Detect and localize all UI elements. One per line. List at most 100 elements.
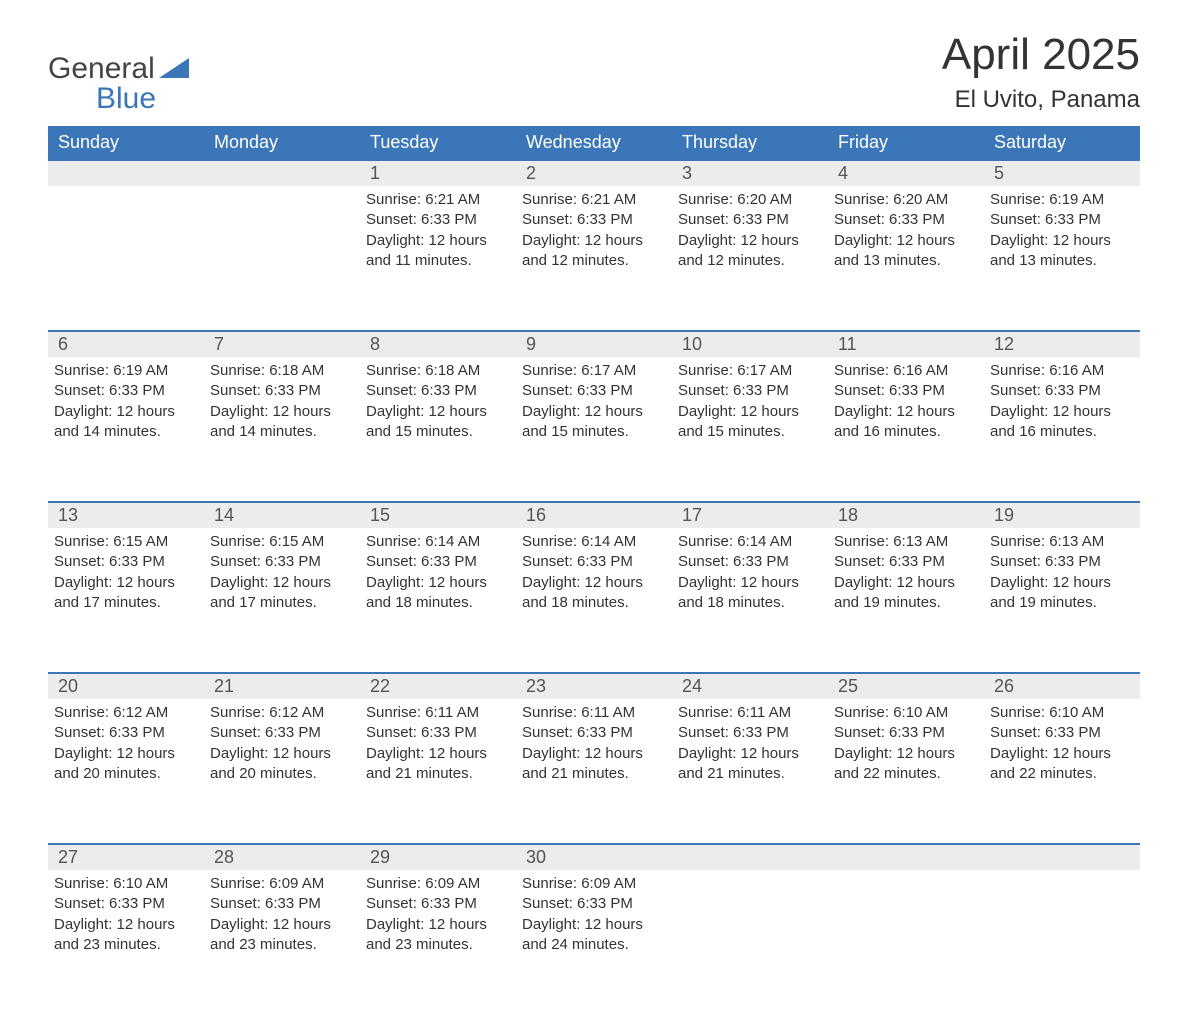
- day-line: Sunrise: 6:20 AM: [834, 190, 978, 210]
- weekday-header: Thursday: [672, 126, 828, 159]
- weekday-header: Tuesday: [360, 126, 516, 159]
- weekday-header: Wednesday: [516, 126, 672, 159]
- day-line: and 13 minutes.: [834, 251, 978, 271]
- day-line: and 21 minutes.: [366, 764, 510, 784]
- day-content: Sunrise: 6:17 AMSunset: 6:33 PMDaylight:…: [516, 357, 672, 460]
- day-content: Sunrise: 6:16 AMSunset: 6:33 PMDaylight:…: [828, 357, 984, 460]
- day-line: Sunrise: 6:09 AM: [522, 874, 666, 894]
- day-content: Sunrise: 6:14 AMSunset: 6:33 PMDaylight:…: [672, 528, 828, 631]
- day-line: Daylight: 12 hours: [366, 744, 510, 764]
- day-content: Sunrise: 6:20 AMSunset: 6:33 PMDaylight:…: [672, 186, 828, 289]
- day-number: 4: [828, 159, 984, 186]
- month-title: April 2025: [942, 30, 1140, 80]
- day-line: and 23 minutes.: [54, 935, 198, 955]
- day-number: 27: [48, 843, 204, 870]
- day-content: Sunrise: 6:11 AMSunset: 6:33 PMDaylight:…: [516, 699, 672, 802]
- day-line: Sunrise: 6:18 AM: [210, 361, 354, 381]
- day-line: Daylight: 12 hours: [522, 744, 666, 764]
- day-number: 19: [984, 501, 1140, 528]
- day-line: Sunrise: 6:21 AM: [522, 190, 666, 210]
- flag-icon: [159, 54, 189, 84]
- logo: General Blue: [48, 30, 189, 114]
- day-number: 14: [204, 501, 360, 528]
- day-number: 5: [984, 159, 1140, 186]
- day-number: 17: [672, 501, 828, 528]
- day-number: 13: [48, 501, 204, 528]
- day-line: Sunrise: 6:14 AM: [366, 532, 510, 552]
- day-number: 3: [672, 159, 828, 186]
- day-line: and 14 minutes.: [54, 422, 198, 442]
- day-number: 23: [516, 672, 672, 699]
- day-line: Daylight: 12 hours: [210, 573, 354, 593]
- day-line: and 11 minutes.: [366, 251, 510, 271]
- day-line: Sunset: 6:33 PM: [522, 552, 666, 572]
- day-content: Sunrise: 6:09 AMSunset: 6:33 PMDaylight:…: [204, 870, 360, 973]
- day-line: Sunrise: 6:17 AM: [678, 361, 822, 381]
- day-content: Sunrise: 6:09 AMSunset: 6:33 PMDaylight:…: [516, 870, 672, 973]
- title-block: April 2025 El Uvito, Panama: [942, 30, 1140, 114]
- day-line: Sunrise: 6:19 AM: [54, 361, 198, 381]
- day-line: Sunrise: 6:19 AM: [990, 190, 1134, 210]
- day-line: Sunrise: 6:18 AM: [366, 361, 510, 381]
- day-content: Sunrise: 6:12 AMSunset: 6:33 PMDaylight:…: [204, 699, 360, 802]
- day-line: Sunset: 6:33 PM: [522, 723, 666, 743]
- day-line: Sunset: 6:33 PM: [54, 723, 198, 743]
- day-line: Daylight: 12 hours: [54, 744, 198, 764]
- day-content: Sunrise: 6:19 AMSunset: 6:33 PMDaylight:…: [48, 357, 204, 460]
- day-number: 15: [360, 501, 516, 528]
- location: El Uvito, Panama: [942, 86, 1140, 114]
- day-line: and 21 minutes.: [678, 764, 822, 784]
- day-line: Daylight: 12 hours: [366, 573, 510, 593]
- day-line: and 20 minutes.: [210, 764, 354, 784]
- day-line: Daylight: 12 hours: [522, 231, 666, 251]
- weekday-header: Sunday: [48, 126, 204, 159]
- day-line: Daylight: 12 hours: [54, 402, 198, 422]
- day-number: [984, 843, 1140, 870]
- day-content: Sunrise: 6:13 AMSunset: 6:33 PMDaylight:…: [984, 528, 1140, 631]
- day-line: Sunset: 6:33 PM: [678, 552, 822, 572]
- calendar-table: SundayMondayTuesdayWednesdayThursdayFrid…: [48, 126, 1140, 1014]
- day-line: and 19 minutes.: [834, 593, 978, 613]
- day-content: Sunrise: 6:14 AMSunset: 6:33 PMDaylight:…: [516, 528, 672, 631]
- day-number: [828, 843, 984, 870]
- day-line: and 15 minutes.: [678, 422, 822, 442]
- day-line: Sunset: 6:33 PM: [834, 210, 978, 230]
- header: General Blue April 2025 El Uvito, Panama: [48, 30, 1140, 114]
- day-number: 29: [360, 843, 516, 870]
- day-content: Sunrise: 6:15 AMSunset: 6:33 PMDaylight:…: [204, 528, 360, 631]
- day-line: and 16 minutes.: [990, 422, 1134, 442]
- weekday-header: Friday: [828, 126, 984, 159]
- day-number: 16: [516, 501, 672, 528]
- day-line: Daylight: 12 hours: [678, 231, 822, 251]
- day-line: Sunrise: 6:10 AM: [834, 703, 978, 723]
- day-line: Sunrise: 6:13 AM: [990, 532, 1134, 552]
- day-line: and 17 minutes.: [210, 593, 354, 613]
- day-number: 2: [516, 159, 672, 186]
- day-line: Sunset: 6:33 PM: [210, 552, 354, 572]
- day-line: and 18 minutes.: [522, 593, 666, 613]
- day-content: Sunrise: 6:10 AMSunset: 6:33 PMDaylight:…: [828, 699, 984, 802]
- day-line: Sunrise: 6:09 AM: [210, 874, 354, 894]
- day-line: and 22 minutes.: [834, 764, 978, 784]
- day-line: Sunset: 6:33 PM: [210, 381, 354, 401]
- day-line: Sunrise: 6:10 AM: [990, 703, 1134, 723]
- day-line: Daylight: 12 hours: [678, 744, 822, 764]
- day-line: Sunset: 6:33 PM: [54, 381, 198, 401]
- day-line: Daylight: 12 hours: [210, 744, 354, 764]
- day-content: Sunrise: 6:14 AMSunset: 6:33 PMDaylight:…: [360, 528, 516, 631]
- day-number: 18: [828, 501, 984, 528]
- day-line: Sunset: 6:33 PM: [54, 894, 198, 914]
- day-number: 10: [672, 330, 828, 357]
- day-line: Sunrise: 6:14 AM: [678, 532, 822, 552]
- day-line: Daylight: 12 hours: [990, 402, 1134, 422]
- day-line: Sunrise: 6:12 AM: [54, 703, 198, 723]
- day-line: and 13 minutes.: [990, 251, 1134, 271]
- day-line: Sunrise: 6:12 AM: [210, 703, 354, 723]
- day-content: Sunrise: 6:21 AMSunset: 6:33 PMDaylight:…: [360, 186, 516, 289]
- day-line: and 14 minutes.: [210, 422, 354, 442]
- logo-text-blue: Blue: [48, 84, 189, 114]
- day-line: Sunset: 6:33 PM: [210, 723, 354, 743]
- day-line: and 19 minutes.: [990, 593, 1134, 613]
- day-line: and 18 minutes.: [366, 593, 510, 613]
- day-content: Sunrise: 6:10 AMSunset: 6:33 PMDaylight:…: [984, 699, 1140, 802]
